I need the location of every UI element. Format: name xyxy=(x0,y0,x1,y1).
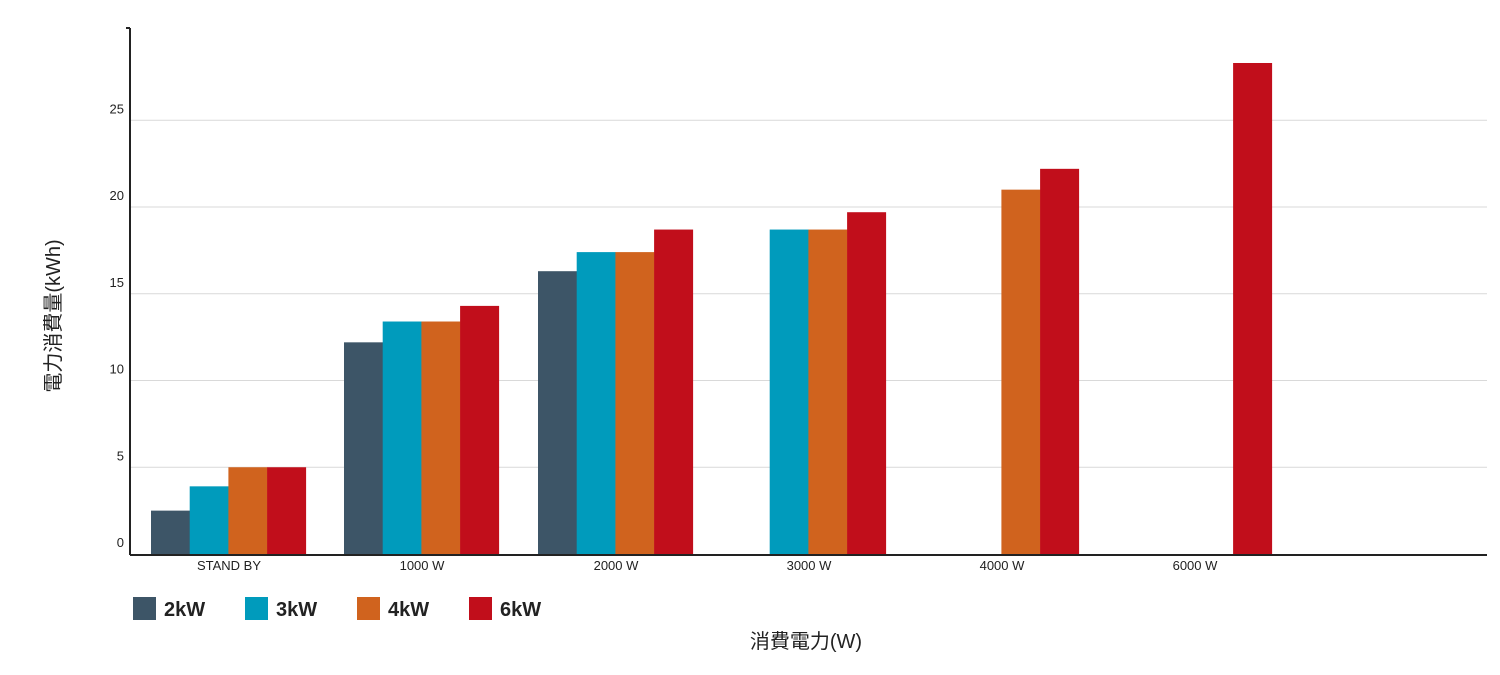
bar-4kW-1 xyxy=(421,321,461,554)
bar-6kW-5 xyxy=(1233,62,1273,555)
legend-label-2kW: 2kW xyxy=(164,599,205,621)
x-tick-label: 6000 W xyxy=(1173,558,1219,573)
legend-swatch-3kW xyxy=(245,597,268,620)
y-tick-label: 25 xyxy=(110,101,124,116)
bar-3kW-0 xyxy=(189,486,229,554)
y-tick-label: 10 xyxy=(110,362,124,377)
x-tick-label: STAND BY xyxy=(197,558,261,573)
legend-label-4kW: 4kW xyxy=(388,599,429,621)
legend-swatch-4kW xyxy=(357,597,380,620)
bar-6kW-1 xyxy=(460,305,500,554)
bar-2kW-1 xyxy=(344,342,383,554)
bar-4kW-0 xyxy=(228,467,268,554)
labels: 0 5 10 15 20 25 STAND BY 1000 W 2000 W 3000 W 4000… xyxy=(42,101,1218,653)
legend-label-3kW: 3kW xyxy=(276,599,317,621)
axes xyxy=(126,27,1487,556)
legend: 2kW 3kW 4kW 6kW xyxy=(133,597,541,621)
bars xyxy=(151,62,1273,555)
bar-4kW-4 xyxy=(1001,189,1041,554)
y-tick-label: 5 xyxy=(117,448,124,463)
bar-2kW-0 xyxy=(151,510,190,554)
bar-6kW-2 xyxy=(654,229,694,554)
bar-3kW-3 xyxy=(769,229,809,554)
bar-3kW-2 xyxy=(576,252,616,555)
y-tick-label: 15 xyxy=(110,275,124,290)
x-axis-title: 消費電力(W) xyxy=(750,630,862,653)
y-axis-title: 電力消費量(kWh) xyxy=(42,239,65,392)
bar-4kW-3 xyxy=(808,229,848,554)
bar-6kW-4 xyxy=(1040,168,1080,554)
x-tick-label: 1000 W xyxy=(400,558,446,573)
bar-6kW-3 xyxy=(847,212,887,554)
legend-swatch-6kW xyxy=(469,597,492,620)
y-tick-label: 20 xyxy=(110,188,124,203)
legend-swatch-2kW xyxy=(133,597,156,620)
x-tick-label: 3000 W xyxy=(787,558,833,573)
bar-6kW-0 xyxy=(267,467,307,554)
bar-4kW-2 xyxy=(615,252,655,555)
legend-label-6kW: 6kW xyxy=(500,599,541,621)
bar-2kW-2 xyxy=(538,271,577,554)
y-tick-label: 0 xyxy=(117,535,124,550)
bar-3kW-1 xyxy=(382,321,422,554)
x-tick-label: 2000 W xyxy=(594,558,640,573)
x-tick-label: 4000 W xyxy=(980,558,1026,573)
